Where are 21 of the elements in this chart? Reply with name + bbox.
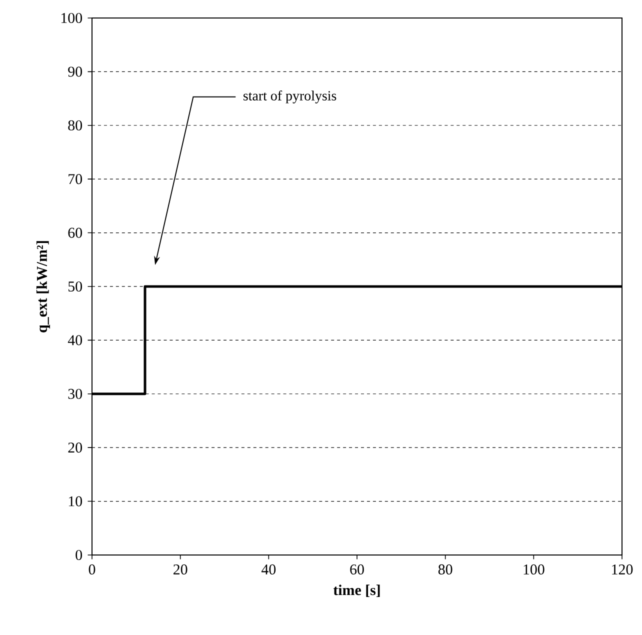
x-tick-label: 80 <box>438 564 452 574</box>
x-tick-label: 20 <box>174 564 188 574</box>
y-tick-label: 90 <box>68 66 82 77</box>
y-tick-label: 70 <box>68 174 82 184</box>
y-tick-label: 80 <box>68 120 82 130</box>
x-tick-label: 0 <box>88 564 96 574</box>
annotation: start of pyrolysis <box>244 90 336 104</box>
x-axis-title: time [s] <box>333 584 380 598</box>
y-axis-title: q_ext [kW/m²] <box>36 241 50 332</box>
y-tick-label: 50 <box>68 281 82 292</box>
y-tick-label: 100 <box>61 12 82 24</box>
y-tick-label: 60 <box>68 228 82 238</box>
y-tick-label: 20 <box>68 442 82 453</box>
y-tick-label: 10 <box>68 496 82 506</box>
x-tick-label: 100 <box>524 564 544 574</box>
y-tick-label: 30 <box>68 388 82 399</box>
x-tick-label: 120 <box>612 564 633 574</box>
y-tick-label: 0 <box>76 550 82 560</box>
x-tick-label: 60 <box>350 564 364 574</box>
x-tick-label: 40 <box>262 564 276 574</box>
y-tick-label: 40 <box>68 335 82 346</box>
